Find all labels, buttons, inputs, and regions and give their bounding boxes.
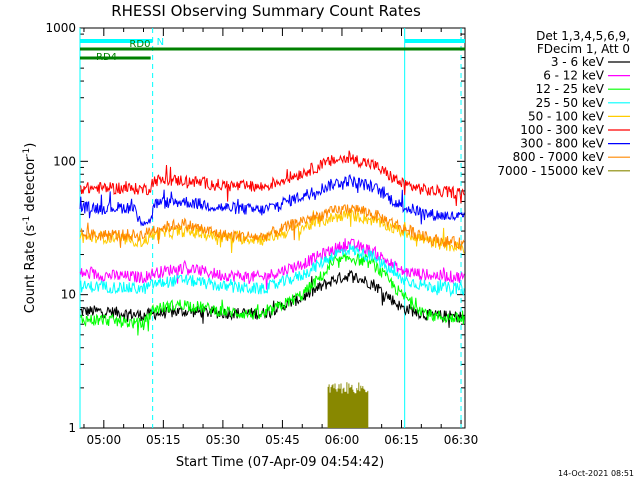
y-tick-label: 10 bbox=[61, 288, 76, 302]
chart-title: RHESSI Observing Summary Count Rates bbox=[111, 2, 421, 20]
y-axis-label: Count Rate (s-1 detector-1) bbox=[22, 143, 38, 314]
y-label-part2: detector bbox=[23, 156, 38, 216]
series-line bbox=[79, 207, 465, 254]
series-line bbox=[79, 150, 465, 207]
legend: Det 1,3,4,5,6,9, FDecim 1, Att 0 3 - 6 k… bbox=[497, 29, 630, 178]
series-line bbox=[79, 243, 465, 298]
y-label-part1: Count Rate (s bbox=[23, 225, 38, 314]
y-label-sup2: -1 bbox=[22, 148, 32, 157]
legend-entry-label: 12 - 25 keV bbox=[536, 82, 605, 96]
legend-entry-label: 25 - 50 keV bbox=[536, 96, 605, 110]
legend-header-line-1: Det 1,3,4,5,6,9, bbox=[536, 29, 630, 43]
status-bars: N RD0 RD4 bbox=[80, 37, 465, 63]
y-label-sup1: -1 bbox=[22, 216, 32, 225]
legend-entry-label: 100 - 300 keV bbox=[520, 123, 604, 137]
legend-entry-label: 50 - 100 keV bbox=[528, 109, 605, 123]
series-line bbox=[79, 253, 465, 336]
y-tick-label: 1 bbox=[68, 421, 76, 435]
x-axis: 05:00 05:15 05:30 05:45 06:00 06:15 06:30 bbox=[83, 28, 479, 447]
data-series bbox=[79, 150, 465, 428]
y-tick-label: 100 bbox=[53, 154, 76, 168]
legend-entry-label: 6 - 12 keV bbox=[543, 69, 605, 83]
series-line bbox=[79, 204, 465, 252]
status-bar-label: N bbox=[157, 37, 164, 48]
x-tick-label: 05:45 bbox=[265, 433, 300, 447]
legend-entry-label: 3 - 6 keV bbox=[551, 55, 605, 69]
x-tick-label: 06:30 bbox=[444, 433, 479, 447]
x-tick-label: 05:00 bbox=[87, 433, 122, 447]
series-line bbox=[79, 238, 465, 290]
y-tick-label: 1000 bbox=[45, 21, 76, 35]
legend-entry-label: 800 - 7000 keV bbox=[513, 150, 605, 164]
vertical-markers bbox=[79, 28, 462, 428]
status-bar-label: RD0 bbox=[129, 39, 150, 50]
x-tick-label: 06:00 bbox=[325, 433, 360, 447]
x-tick-label: 05:30 bbox=[206, 433, 241, 447]
x-tick-label: 06:15 bbox=[384, 433, 419, 447]
series-line bbox=[79, 174, 465, 227]
legend-header-line-2: FDecim 1, Att 0 bbox=[537, 42, 630, 56]
legend-entry-label: 300 - 800 keV bbox=[520, 137, 604, 151]
legend-entry-label: 7000 - 15000 keV bbox=[497, 164, 604, 178]
y-label-part3: ) bbox=[23, 143, 38, 148]
x-tick-label: 05:15 bbox=[146, 433, 181, 447]
y-axis: 1 10 100 1000 bbox=[45, 21, 465, 435]
footer-timestamp: 14-Oct-2021 08:51 bbox=[558, 469, 634, 478]
x-axis-label: Start Time (07-Apr-09 04:54:42) bbox=[176, 455, 384, 470]
status-bar-label: RD4 bbox=[96, 52, 117, 63]
high-energy-burst bbox=[327, 382, 369, 428]
